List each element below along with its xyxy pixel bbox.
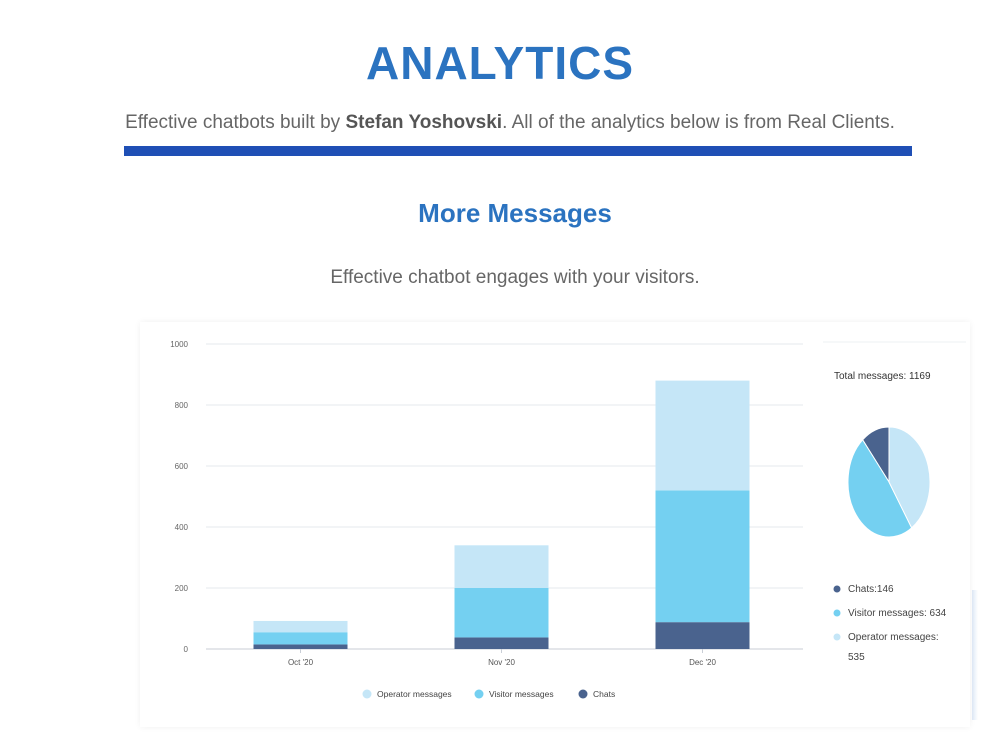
legend-marker	[474, 689, 484, 699]
y-tick-label: 400	[175, 523, 189, 532]
section-title: More Messages	[418, 198, 612, 228]
intro-text: Effective chatbots built by Stefan Yosho…	[0, 112, 1000, 134]
y-tick-label: 600	[175, 462, 189, 471]
page-title: ANALYTICS	[366, 37, 634, 89]
intro-prefix: Effective chatbots built by	[125, 112, 346, 133]
pie-slice	[847, 439, 913, 538]
pie-legend-marker	[833, 609, 841, 617]
intro-suffix: . All of the analytics below is from Rea…	[502, 112, 895, 133]
bar-segment	[655, 622, 750, 649]
legend-label: Visitor messages	[489, 689, 554, 699]
legend-marker	[578, 689, 588, 699]
pie-legend-marker	[833, 585, 841, 593]
pie-legend-label: Chats:146	[848, 584, 894, 595]
pie-legend-value: 535	[848, 652, 865, 663]
bar-segment	[454, 545, 549, 588]
author-name: Stefan Yoshovski	[345, 112, 503, 133]
section-subtitle: Effective chatbot engages with your visi…	[330, 267, 700, 288]
legend-marker	[362, 689, 372, 699]
pie-title: Total messages: 1169	[834, 371, 931, 382]
pie-legend-marker	[833, 633, 841, 641]
panel-edge-shadow	[972, 590, 978, 720]
y-tick-label: 0	[184, 645, 189, 654]
bar-segment	[253, 644, 348, 649]
header-divider	[124, 146, 912, 156]
chart-panel: 0 200 400 600 800 1000 Oct '20 Nov '20 Dec '20 Op…	[140, 322, 970, 727]
y-tick-label: 200	[175, 584, 189, 593]
bar-segment	[454, 588, 549, 638]
pie-legend-label: Visitor messages: 634	[848, 608, 947, 619]
bar-segment	[253, 632, 348, 645]
bar-segment	[454, 637, 549, 649]
y-tick-label: 800	[175, 401, 189, 410]
y-tick-label: 1000	[170, 340, 188, 349]
x-tick-label: Nov '20	[488, 658, 515, 667]
x-tick-label: Oct '20	[288, 658, 314, 667]
legend-label: Chats	[593, 689, 615, 699]
pie-slice	[888, 426, 931, 529]
legend-label: Operator messages	[377, 689, 452, 699]
bar-segment	[655, 380, 750, 491]
messages-chart: 0 200 400 600 800 1000 Oct '20 Nov '20 Dec '20 Op…	[170, 340, 966, 699]
bar-segment	[253, 620, 348, 633]
x-tick-label: Dec '20	[689, 658, 716, 667]
pie-legend-label: Operator messages:	[848, 632, 939, 643]
bar-segment	[655, 490, 750, 623]
